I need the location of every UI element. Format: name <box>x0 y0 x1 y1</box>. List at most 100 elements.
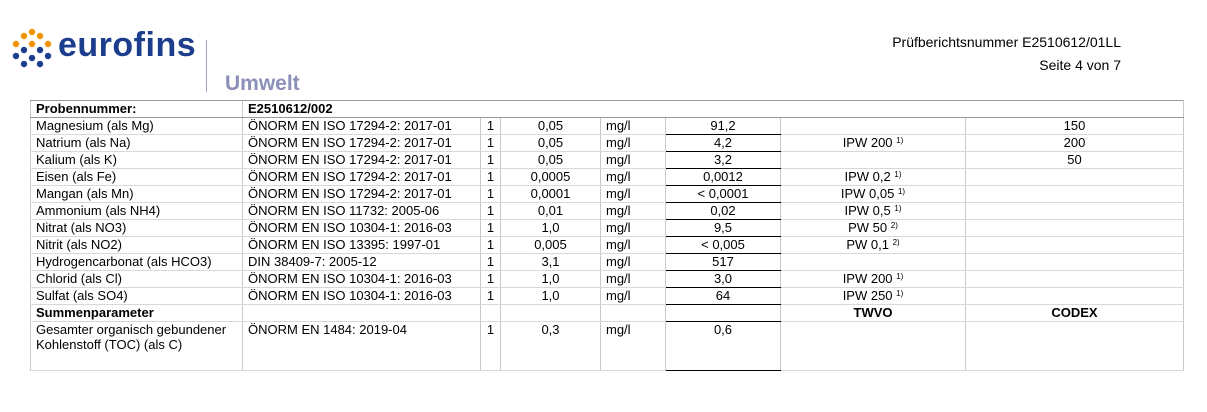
empty-cell <box>665 304 781 322</box>
parameter: Magnesium (als Mg) <box>30 117 243 135</box>
method: ÖNORM EN ISO 10304-1: 2016-03 <box>242 219 481 237</box>
count: 1 <box>480 219 501 237</box>
unit: mg/l <box>600 321 666 371</box>
parameter: Hydrogencarbonat (als HCO3) <box>30 253 243 271</box>
unit: mg/l <box>600 202 666 220</box>
count: 1 <box>480 270 501 288</box>
sample-label: Probennummer: <box>30 100 243 118</box>
count: 1 <box>480 236 501 254</box>
footnote-ref: 1) <box>896 289 904 298</box>
count: 1 <box>480 202 501 220</box>
codex-limit: 50 <box>965 151 1184 169</box>
parameter: Natrium (als Na) <box>30 134 243 152</box>
value: 0,02 <box>665 202 781 220</box>
parameter: Sulfat (als SO4) <box>30 287 243 305</box>
loq: 0,0001 <box>500 185 601 203</box>
loq: 1,0 <box>500 219 601 237</box>
parameter: Eisen (als Fe) <box>30 168 243 186</box>
empty-cell <box>480 304 501 322</box>
twvo-limit <box>780 117 966 135</box>
twvo-limit: IPW 200 1) <box>780 270 966 288</box>
report-number: Prüfberichtsnummer E2510612/01LL <box>892 34 1121 50</box>
result-row: Sulfat (als SO4) ÖNORM EN ISO 10304-1: 20… <box>30 287 1184 305</box>
value: 4,2 <box>665 134 781 152</box>
parameter: Mangan (als Mn) <box>30 185 243 203</box>
loq: 0,01 <box>500 202 601 220</box>
unit: mg/l <box>600 134 666 152</box>
parameter: Gesamter organisch gebundener Kohlenstof… <box>30 321 243 371</box>
unit: mg/l <box>600 151 666 169</box>
method: ÖNORM EN 1484: 2019-04 <box>242 321 481 371</box>
codex-limit <box>965 219 1184 237</box>
twvo-limit-text: PW 50 <box>848 220 888 235</box>
division: Umwelt <box>225 72 300 95</box>
twvo-limit-text: IPW 0,5 <box>844 203 891 218</box>
value: 9,5 <box>665 219 781 237</box>
footnote-ref: 1) <box>894 204 902 213</box>
unit: mg/l <box>600 270 666 288</box>
unit: mg/l <box>600 236 666 254</box>
twvo-limit: IPW 0,2 1) <box>780 168 966 186</box>
codex-limit <box>965 236 1184 254</box>
codex-limit: 150 <box>965 117 1184 135</box>
count: 1 <box>480 151 501 169</box>
count: 1 <box>480 185 501 203</box>
loq: 0,05 <box>500 134 601 152</box>
footnote-ref: 1) <box>896 272 904 281</box>
twvo-limit: IPW 200 1) <box>780 134 966 152</box>
unit: mg/l <box>600 219 666 237</box>
twvo-limit-text: IPW 250 <box>842 288 893 303</box>
result-row: Nitrit (als NO2) ÖNORM EN ISO 13395: 1997… <box>30 236 1184 254</box>
codex-limit <box>965 253 1184 271</box>
twvo-limit: IPW 0,5 1) <box>780 202 966 220</box>
loq: 0,0005 <box>500 168 601 186</box>
unit: mg/l <box>600 287 666 305</box>
method: ÖNORM EN ISO 17294-2: 2017-01 <box>242 117 481 135</box>
result-row: Natrium (als Na) ÖNORM EN ISO 17294-2: 20… <box>30 134 1184 152</box>
method: ÖNORM EN ISO 17294-2: 2017-01 <box>242 134 481 152</box>
parameter: Kalium (als K) <box>30 151 243 169</box>
twvo-limit-text: IPW 0,2 <box>844 169 891 184</box>
footnote-ref: 2) <box>892 238 900 247</box>
unit: mg/l <box>600 253 666 271</box>
count: 1 <box>480 117 501 135</box>
method: ÖNORM EN ISO 17294-2: 2017-01 <box>242 185 481 203</box>
codex-limit: 200 <box>965 134 1184 152</box>
loq: 0,05 <box>500 151 601 169</box>
loq: 0,05 <box>500 117 601 135</box>
section-codex: CODEX <box>965 304 1184 322</box>
value: 0,6 <box>665 321 781 371</box>
codex-limit <box>965 321 1184 371</box>
footnote-ref: 2) <box>890 221 898 230</box>
codex-limit <box>965 185 1184 203</box>
value: 91,2 <box>665 117 781 135</box>
codex-limit <box>965 270 1184 288</box>
twvo-limit <box>780 321 966 371</box>
loq: 1,0 <box>500 270 601 288</box>
method: ÖNORM EN ISO 13395: 1997-01 <box>242 236 481 254</box>
empty-cell <box>242 304 481 322</box>
method: ÖNORM EN ISO 10304-1: 2016-03 <box>242 287 481 305</box>
method: DIN 38409-7: 2005-12 <box>242 253 481 271</box>
count: 1 <box>480 168 501 186</box>
twvo-limit: PW 50 2) <box>780 219 966 237</box>
unit: mg/l <box>600 168 666 186</box>
empty-cell <box>500 304 601 322</box>
logo-text: eurofins <box>58 26 197 64</box>
count: 1 <box>480 134 501 152</box>
twvo-limit-text: IPW 0,05 <box>840 186 895 201</box>
parameter: Nitrat (als NO3) <box>30 219 243 237</box>
codex-limit <box>965 287 1184 305</box>
value: < 0,0001 <box>665 185 781 203</box>
twvo-limit: IPW 250 1) <box>780 287 966 305</box>
method: ÖNORM EN ISO 17294-2: 2017-01 <box>242 168 481 186</box>
method: ÖNORM EN ISO 11732: 2005-06 <box>242 202 481 220</box>
footnote-ref: 1) <box>896 136 904 145</box>
twvo-limit-text: PW 0,1 <box>846 237 889 252</box>
result-row: Eisen (als Fe) ÖNORM EN ISO 17294-2: 2017… <box>30 168 1184 186</box>
result-row: Chlorid (als Cl) ÖNORM EN ISO 10304-1: 20… <box>30 270 1184 288</box>
logo-mark <box>12 28 52 68</box>
parameter: Ammonium (als NH4) <box>30 202 243 220</box>
section-row: Summenparameter TWVO CODEX <box>30 304 1184 322</box>
